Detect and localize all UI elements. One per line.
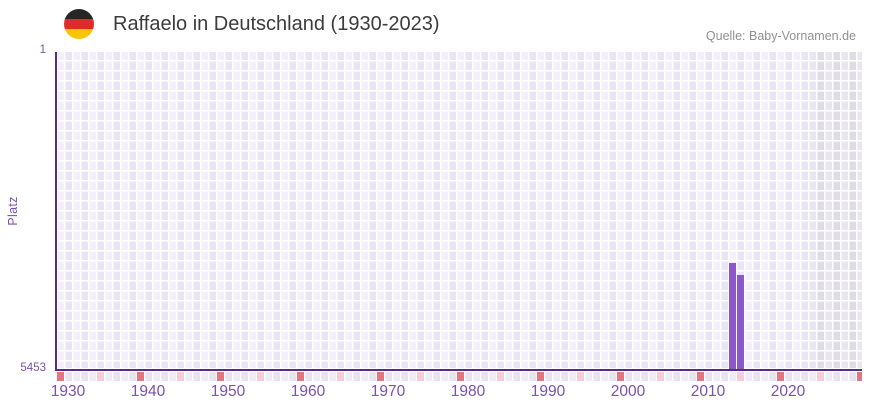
x-tick-label: 1950 bbox=[210, 383, 246, 400]
x-tick-label: 2020 bbox=[770, 383, 806, 400]
x-tick-label: 1970 bbox=[370, 383, 406, 400]
y-tick-label-top: 1 bbox=[39, 44, 46, 56]
y-axis-title: Platz bbox=[6, 196, 20, 226]
axis-marker-pink bbox=[417, 371, 424, 381]
x-tick-label: 2010 bbox=[690, 383, 726, 400]
x-tick-label: 1930 bbox=[50, 383, 86, 400]
source-attribution: Quelle: Baby-Vornamen.de bbox=[705, 29, 856, 43]
axis-marker-red bbox=[537, 371, 544, 381]
axis-marker-pink bbox=[657, 371, 664, 381]
rank-bar-2014[interactable] bbox=[736, 274, 744, 370]
axis-marker-pink bbox=[337, 371, 344, 381]
axis-marker-red bbox=[217, 371, 224, 381]
x-axis-line bbox=[54, 369, 862, 372]
x-tick-label: 1980 bbox=[450, 383, 486, 400]
rank-bar-2013[interactable] bbox=[728, 263, 736, 370]
x-axis-marker-row bbox=[56, 371, 862, 381]
axis-marker-pink bbox=[817, 371, 824, 381]
y-tick-label-bottom: 5453 bbox=[20, 362, 46, 374]
germany-flag-icon bbox=[64, 9, 94, 39]
axis-marker-pink bbox=[257, 371, 264, 381]
axis-marker-red bbox=[617, 371, 624, 381]
x-tick-label: 1990 bbox=[530, 383, 566, 400]
plot-area bbox=[56, 52, 862, 370]
axis-marker-red bbox=[457, 371, 464, 381]
axis-marker-red bbox=[137, 371, 144, 381]
axis-marker-red bbox=[697, 371, 704, 381]
axis-marker-pink bbox=[497, 371, 504, 381]
axis-marker-red bbox=[57, 371, 64, 381]
axis-marker-pink bbox=[177, 371, 184, 381]
x-tick-label: 2000 bbox=[610, 383, 646, 400]
future-years-shading bbox=[808, 52, 862, 370]
axis-marker-pink bbox=[737, 371, 744, 381]
axis-marker-red bbox=[857, 371, 862, 381]
axis-marker-red bbox=[377, 371, 384, 381]
axis-marker-pink bbox=[577, 371, 584, 381]
axis-marker-pink bbox=[97, 371, 104, 381]
x-tick-label: 1940 bbox=[130, 383, 166, 400]
axis-marker-red bbox=[777, 371, 784, 381]
axis-marker-red bbox=[297, 371, 304, 381]
y-axis-line bbox=[54, 52, 57, 371]
chart-title: Raffaelo in Deutschland (1930-2023) bbox=[113, 13, 440, 35]
x-tick-label: 1960 bbox=[290, 383, 326, 400]
